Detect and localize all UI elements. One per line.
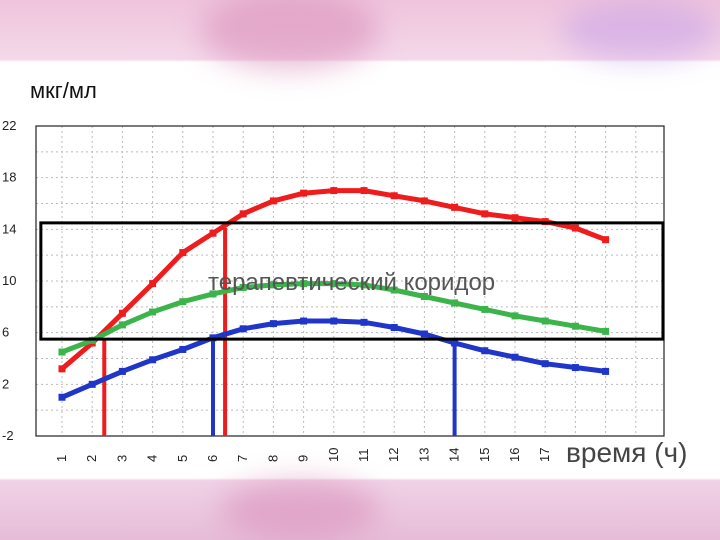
data-point xyxy=(451,203,459,211)
data-point xyxy=(511,353,519,361)
y-tick-label: 22 xyxy=(2,118,16,133)
data-point xyxy=(571,322,579,330)
data-point xyxy=(58,393,66,401)
data-point xyxy=(511,214,519,222)
data-point xyxy=(269,281,277,289)
x-tick-label: 10 xyxy=(326,448,341,462)
background-blob xyxy=(200,0,380,70)
data-point xyxy=(571,224,579,232)
x-tick-label: 11 xyxy=(356,449,371,463)
data-point xyxy=(360,187,368,195)
grid xyxy=(36,125,664,437)
data-point xyxy=(269,197,277,205)
therapeutic-corridor-label: терапевтический коридор xyxy=(208,269,495,296)
therapeutic-corridor-box xyxy=(39,221,665,341)
data-point xyxy=(420,293,428,300)
data-point xyxy=(149,280,157,288)
data-point xyxy=(420,197,428,205)
x-tick-label: 16 xyxy=(507,448,522,462)
data-point xyxy=(239,325,247,333)
data-point xyxy=(269,320,277,328)
data-point xyxy=(390,286,398,294)
data-point xyxy=(300,189,308,197)
data-point xyxy=(541,360,549,368)
x-tick-label: 4 xyxy=(145,455,160,462)
data-point xyxy=(58,365,66,373)
series-group xyxy=(58,187,610,401)
x-tick-label: 8 xyxy=(265,455,280,462)
data-point xyxy=(300,280,308,288)
data-point xyxy=(451,299,459,307)
x-tick-label: 17 xyxy=(537,448,552,462)
y-tick-label: 10 xyxy=(2,273,16,288)
data-point xyxy=(602,327,610,335)
data-point xyxy=(420,330,428,338)
data-point xyxy=(481,347,489,355)
data-point xyxy=(602,367,610,375)
y-tick-label: 14 xyxy=(2,221,16,236)
marker-lines xyxy=(102,228,457,436)
x-tick-labels: 1 2 3 4 5 6 7 8 9 10 11 12 13 14 15 16 17 xyxy=(54,448,552,462)
data-point xyxy=(360,318,368,326)
data-point xyxy=(300,317,308,325)
data-point xyxy=(541,317,549,325)
x-tick-label: 12 xyxy=(386,448,401,462)
data-point xyxy=(179,249,187,257)
x-axis-title: время (ч) xyxy=(566,437,687,468)
background-blob xyxy=(560,0,720,60)
data-point xyxy=(118,367,126,375)
data-point xyxy=(58,348,66,356)
y-tick-label: 18 xyxy=(2,170,16,185)
data-point xyxy=(330,280,338,288)
data-point xyxy=(481,210,489,218)
x-tick-label: 1 xyxy=(54,455,69,462)
data-point xyxy=(179,345,187,353)
data-point xyxy=(390,324,398,331)
data-point xyxy=(360,281,368,289)
data-point xyxy=(118,309,126,317)
x-tick-label: 7 xyxy=(235,455,250,462)
x-tick-label: 15 xyxy=(477,448,492,462)
data-point xyxy=(149,308,157,316)
data-point xyxy=(179,298,187,306)
data-point xyxy=(209,290,217,298)
x-tick-label: 6 xyxy=(205,455,220,462)
data-point xyxy=(451,339,459,347)
data-point xyxy=(511,312,519,320)
y-tick-label: 6 xyxy=(2,325,9,340)
data-point xyxy=(330,317,338,325)
x-tick-label: 13 xyxy=(416,448,431,462)
data-point xyxy=(149,356,157,364)
data-point xyxy=(330,187,338,195)
y-tick-label: -2 xyxy=(2,428,14,443)
x-tick-label: 5 xyxy=(175,455,190,462)
data-point xyxy=(118,321,126,329)
background-blob xyxy=(220,480,380,540)
data-point xyxy=(481,305,489,313)
x-tick-label: 2 xyxy=(84,455,99,462)
y-tick-label: 2 xyxy=(2,376,9,391)
x-tick-label: 9 xyxy=(296,455,311,462)
data-point xyxy=(239,283,247,291)
y-axis-title: мкг/мл xyxy=(30,78,97,103)
y-tick-labels: 22 18 14 10 6 2 -2 xyxy=(2,118,16,443)
data-point xyxy=(390,192,398,200)
data-point xyxy=(602,236,610,244)
data-point xyxy=(239,210,247,218)
x-tick-label: 14 xyxy=(447,448,462,462)
data-point xyxy=(209,229,217,237)
x-tick-label: 3 xyxy=(114,455,129,462)
data-point xyxy=(88,380,96,388)
data-point xyxy=(571,364,579,372)
